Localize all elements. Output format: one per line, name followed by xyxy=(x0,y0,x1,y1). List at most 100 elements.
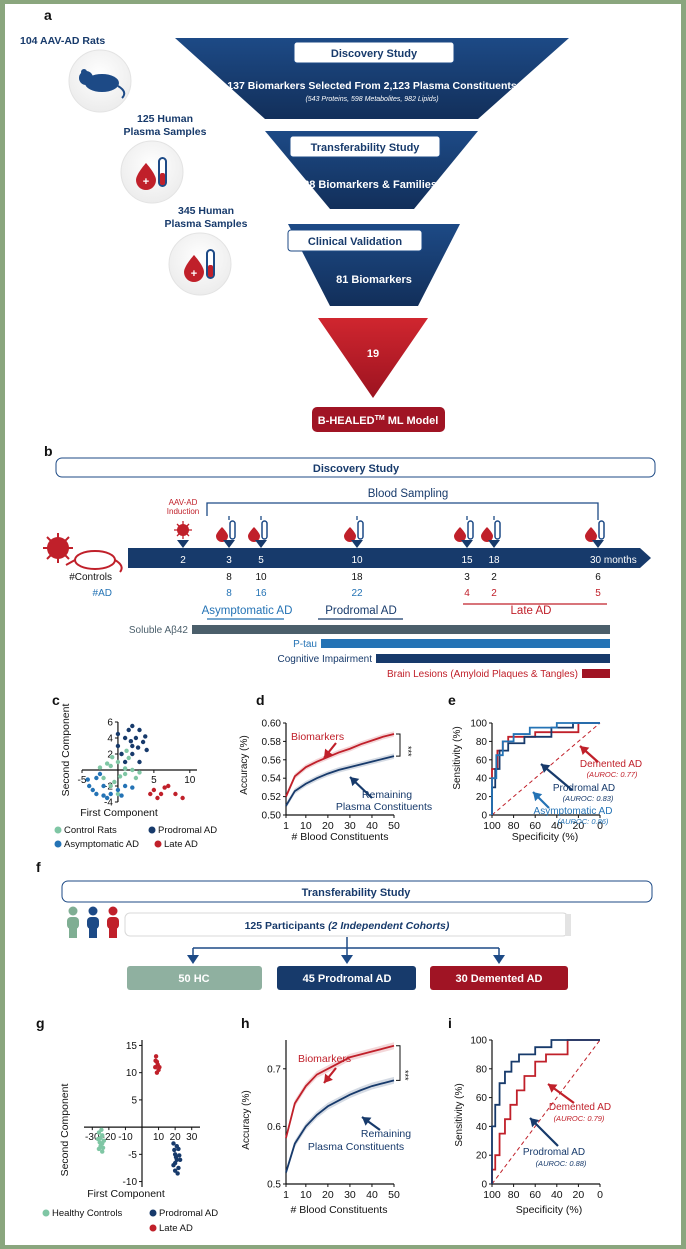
x-tick-label: 40 xyxy=(366,1189,378,1201)
figure-background xyxy=(5,4,681,1245)
timeline-pointer xyxy=(223,540,235,548)
x-tick-label: 80 xyxy=(508,820,520,832)
test-tube-icon xyxy=(494,520,501,540)
blood-tube-markers xyxy=(216,516,605,542)
controls-row-label: #Controls xyxy=(69,572,112,583)
data-point xyxy=(162,785,167,790)
g-legend: Healthy Controls Prodromal AD Late AD xyxy=(42,1208,218,1234)
panel-c: c -5 5 10 6 4 2 -2 -4 First Component Second Co… xyxy=(52,692,217,850)
d-significance: *** xyxy=(403,746,413,757)
x-tick-label: 100 xyxy=(483,1189,501,1201)
induction-label-1: AAV-AD xyxy=(169,498,198,507)
data-point xyxy=(108,783,113,789)
bar-cognitive xyxy=(376,654,610,663)
data-point xyxy=(130,785,135,790)
d-series2-label-1: Remaining xyxy=(362,789,412,801)
data-point xyxy=(119,751,124,757)
pointer-arrowhead xyxy=(533,792,543,802)
participants-icon xyxy=(67,906,119,938)
y-tick-label: 0.58 xyxy=(262,737,282,748)
timepoint-label: 30 months xyxy=(590,555,637,566)
bar-label-abeta: Soluble Aβ42 xyxy=(129,625,189,636)
data-point xyxy=(108,791,113,797)
blood-tube-icon: + xyxy=(136,157,167,190)
g-ylabel: Second Component xyxy=(59,1084,71,1177)
timeline-pointer xyxy=(461,540,473,548)
clinical-title-box xyxy=(287,229,423,252)
y-tick-label: 10 xyxy=(126,1068,138,1079)
data-point xyxy=(115,743,121,749)
x-tick-label: 30 xyxy=(344,1189,356,1201)
data-point xyxy=(100,1145,106,1151)
discovery-subtext: (543 Proteins, 598 Metabolites, 982 Lipi… xyxy=(305,96,438,103)
data-point xyxy=(109,755,115,760)
data-point xyxy=(144,747,149,753)
x-tick-label: 50 xyxy=(388,1189,400,1201)
controls-count: 3 xyxy=(464,572,470,583)
panel-e-label: e xyxy=(448,692,456,708)
ad-row-label: #AD xyxy=(93,588,112,599)
i-demented-auc: (AUROC: 0.79) xyxy=(554,1114,605,1123)
data-point xyxy=(130,743,135,749)
data-point xyxy=(171,1141,176,1146)
panel-a: a Discovery Study 137 Biomarkers Selecte… xyxy=(20,7,569,432)
transfer-text: 128 Biomarkers & Families xyxy=(297,179,437,191)
pointer-arrowhead xyxy=(324,1073,333,1083)
bar-ptau xyxy=(321,639,610,648)
blood-sampling-label: Blood Sampling xyxy=(368,488,449,500)
data-point xyxy=(155,795,160,801)
x-tick-label: 20 xyxy=(573,820,585,832)
pca-rat-plot: -5 5 10 6 4 2 -2 -4 xyxy=(78,718,197,809)
x-tick-label: 60 xyxy=(529,1189,541,1201)
data-point xyxy=(100,1149,105,1154)
test-tube-icon xyxy=(598,520,605,540)
i-prodromal-auc: (AUROC: 0.88) xyxy=(536,1159,587,1168)
timepoint-label: 18 xyxy=(488,555,500,566)
panel-e: e 100 100 80 80 60 60 40 40 20 20 0 0 Specificity (… xyxy=(448,692,642,843)
data-point xyxy=(173,1154,179,1160)
y-tick-label: 4 xyxy=(107,734,113,745)
human345-label-2: Plasma Samples xyxy=(165,218,248,230)
x-tick-label: 10 xyxy=(300,1189,312,1201)
discovery-study-banner-text: Discovery Study xyxy=(313,463,400,475)
controls-count: 8 xyxy=(226,572,232,583)
x-tick-label: 40 xyxy=(551,1189,563,1201)
e-demented-auc: (AUROC: 0.77) xyxy=(587,770,638,779)
data-point xyxy=(108,763,113,769)
h-ylabel: Accuracy (%) xyxy=(241,1090,252,1149)
data-point xyxy=(137,727,142,733)
g-legend-hc: Healthy Controls xyxy=(52,1208,122,1219)
data-point xyxy=(128,739,134,744)
y-tick-label: 20 xyxy=(476,1151,488,1162)
arrow-hc xyxy=(187,955,199,964)
data-point xyxy=(100,1133,105,1138)
bar-label-cognitive: Cognitive Impairment xyxy=(278,654,373,665)
blood-sampling-bracket xyxy=(206,502,599,516)
data-point xyxy=(94,775,99,781)
rat-icon xyxy=(79,69,126,99)
data-point xyxy=(130,723,135,729)
y-tick-label: 20 xyxy=(476,792,488,803)
i-xlabel: Specificity (%) xyxy=(516,1204,583,1216)
data-point xyxy=(175,1171,180,1176)
timepoint-label: 10 xyxy=(351,555,363,566)
test-tube-icon xyxy=(261,520,268,540)
panel-d-label: d xyxy=(256,692,265,708)
clinical-text: 81 Biomarkers xyxy=(336,274,412,286)
data-point xyxy=(99,1127,104,1133)
h-series2-label-1: Remaining xyxy=(361,1128,411,1140)
data-point xyxy=(122,783,128,789)
box-prodromal-text: 45 Prodromal AD xyxy=(303,973,392,985)
y-tick-label: -2 xyxy=(104,782,113,793)
timeline-pointer xyxy=(177,540,189,548)
data-point xyxy=(177,1157,183,1162)
y-tick-label: 2 xyxy=(107,750,113,761)
timeline-pointer xyxy=(592,540,604,548)
x-tick-label: 20 xyxy=(322,820,334,832)
x-tick-label: 30 xyxy=(186,1132,198,1143)
data-point xyxy=(122,771,128,777)
data-point xyxy=(94,791,99,797)
blood-tube-icon-2: + xyxy=(184,249,215,282)
ad-count: 2 xyxy=(491,588,497,599)
